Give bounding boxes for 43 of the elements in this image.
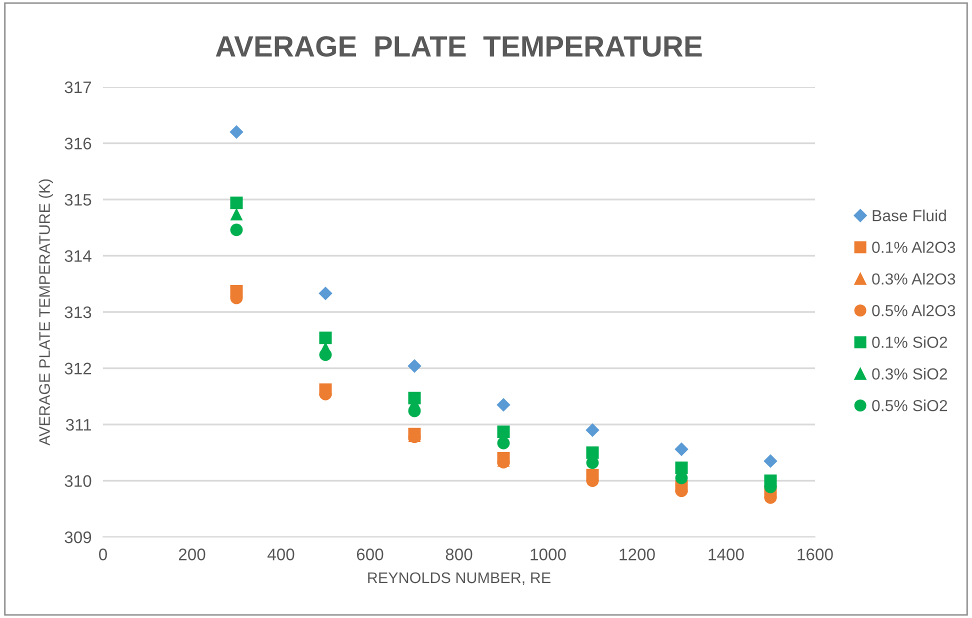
x-tick-label: 600 — [356, 548, 384, 560]
legend-label: 0.3% SiO2 — [872, 368, 948, 380]
x-tick-label: 1400 — [708, 548, 744, 560]
x-tick-label: 1200 — [620, 548, 655, 560]
y-tick-label: 316 — [64, 138, 92, 150]
x-tick-label: 0 — [99, 548, 107, 560]
point — [319, 348, 332, 361]
point — [675, 462, 688, 474]
point — [586, 423, 600, 437]
x-tick-label: 1000 — [530, 548, 566, 560]
y-tick-label: 313 — [64, 306, 92, 318]
point — [230, 224, 243, 236]
point — [319, 332, 332, 344]
point — [497, 436, 510, 450]
point — [408, 359, 422, 373]
y-tick-label: 317 — [64, 81, 92, 94]
point — [318, 286, 332, 300]
y-tick-label: 314 — [64, 250, 92, 262]
chart-title: AVERAGE PLATE TEMPERATURE — [216, 36, 702, 57]
legend-label: 0.5% SiO2 — [872, 400, 948, 412]
y-tick-label: 309 — [64, 531, 92, 544]
y-tick-label: 312 — [64, 362, 92, 374]
point — [230, 125, 244, 139]
point — [496, 398, 510, 412]
y-tick-label: 311 — [66, 418, 92, 431]
x-axis-title: REYNOLDS NUMBER, RE — [368, 572, 550, 586]
legend-label: 0.3% Al2O3 — [872, 272, 956, 285]
legend-label: 0.5% Al2O3 — [872, 304, 956, 316]
y-tick-label: 310 — [64, 475, 92, 487]
legend-label: 0.1% SiO2 — [872, 336, 948, 348]
x-tick-label: 200 — [178, 548, 206, 560]
point — [230, 196, 243, 210]
x-tick-label: 1600 — [798, 548, 833, 560]
x-tick-label: 400 — [267, 548, 294, 560]
y-axis-title: AVERAGE PLATE TEMPERATURE (K) — [38, 179, 53, 446]
legend-label: Base Fluid — [872, 210, 946, 222]
point — [497, 426, 510, 438]
legend-label: 0.1% Al2O3 — [872, 241, 956, 253]
y-tick-label: 315 — [64, 194, 92, 206]
x-tick-label: 800 — [446, 548, 472, 560]
point — [764, 454, 778, 468]
point — [674, 442, 688, 456]
point — [230, 208, 243, 220]
